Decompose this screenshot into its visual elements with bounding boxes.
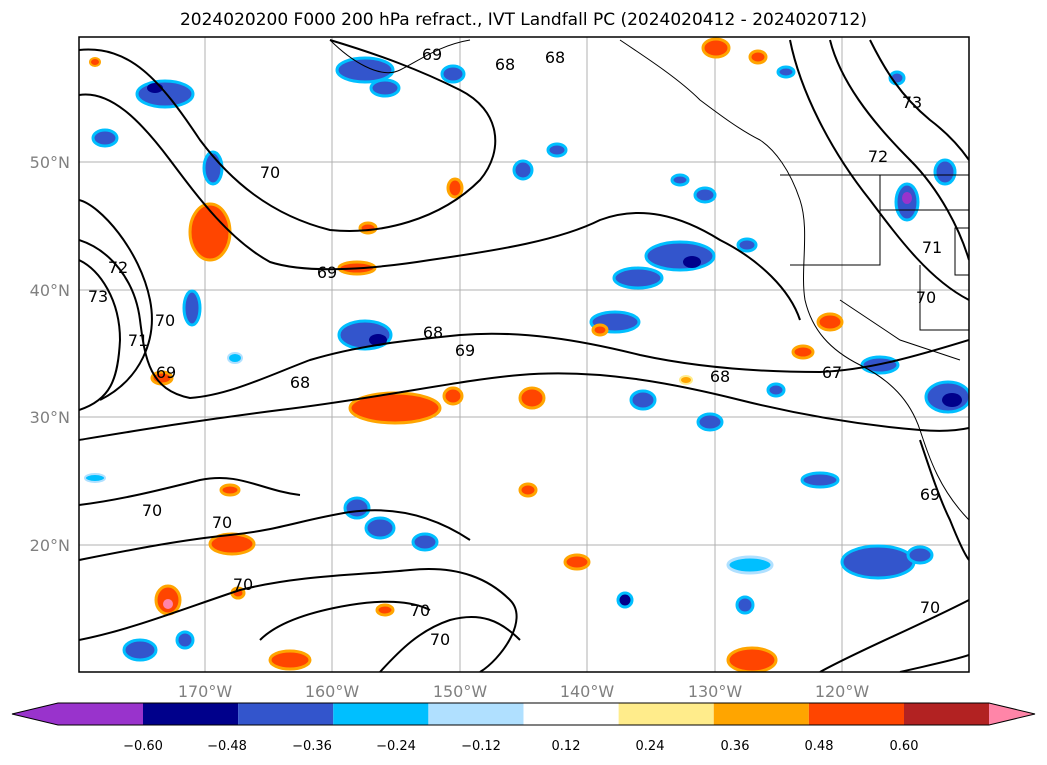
colorbar-tick-label: −0.36 [292,739,332,754]
contour-label: 70 [920,598,940,617]
colorbar-tick-label: −0.24 [376,739,416,754]
lon-tick-label: 150°W [433,682,488,701]
contour-label-group: 69 68 68 70 69 72 73 70 71 69 68 69 68 6… [88,45,942,649]
lon-tick-label: 160°W [305,682,360,701]
lon-tick-label: 140°W [560,682,615,701]
contour-label: 68 [545,48,565,67]
coastline [329,39,969,521]
contour-label: 68 [290,373,310,392]
contour-label: 72 [108,258,128,277]
longitude-axis: 170°W 160°W 150°W 140°W 130°W 120°W [178,682,870,701]
colorbar-segment [808,703,904,725]
lat-tick-label: 40°N [30,281,70,300]
contour-label: 69 [317,263,337,282]
colorbar-extend-high [989,703,1035,725]
contour-label: 68 [710,367,730,386]
colorbar-segment [523,703,619,725]
colorbar-tick-label: 0.48 [805,739,834,754]
colorbar-tick-label: 0.36 [721,739,750,754]
colorbar-segment [428,703,524,725]
colorbar-segment [143,703,239,725]
map-content: 69 68 68 70 69 72 73 70 71 69 68 69 68 6… [79,37,969,672]
colorbar [11,702,1036,726]
colorbar-segment [238,703,334,725]
positive-anomaly-shading [89,37,844,672]
colorbar-tick-label: −0.60 [123,739,163,754]
contour-label: 69 [920,485,940,504]
contour-label: 70 [260,163,280,182]
colorbar-extend-low [12,703,58,725]
contour-label: 68 [495,55,515,74]
contour-label: 70 [212,513,232,532]
contour-label: 69 [455,341,475,360]
lat-tick-label: 50°N [30,153,70,172]
lon-tick-label: 130°W [688,682,743,701]
colorbar-segment [333,703,429,725]
contour-label: 68 [423,323,443,342]
contour-label: 70 [142,501,162,520]
map-panel [79,37,969,672]
colorbar-segment [904,703,989,725]
lat-tick-label: 30°N [30,408,70,427]
colorbar-tick-label: 0.12 [552,739,581,754]
contour-label: 73 [88,287,108,306]
contour-label: 67 [822,363,842,382]
colorbar-segment [58,703,143,725]
contour-label: 69 [422,45,442,64]
colorbar-segment [713,703,809,725]
map-frame [78,36,970,673]
chart-title: 2024020200 F000 200 hPa refract., IVT La… [179,10,867,30]
contour-label: 70 [916,288,936,307]
contour-label: 73 [902,93,922,112]
colorbar-ticks: −0.60 −0.48 −0.36 −0.24 −0.12 0.12 0.24 … [123,739,918,754]
lon-tick-label: 120°W [815,682,870,701]
colorbar-tick-label: 0.60 [890,739,919,754]
lat-tick-label: 20°N [30,536,70,555]
contour-label: 69 [156,363,176,382]
refractivity-contours [79,39,969,672]
lon-tick-label: 170°W [178,682,233,701]
contour-label: 71 [128,331,148,350]
colorbar-segment [618,703,714,725]
contour-label: 72 [868,147,888,166]
contour-label: 70 [410,601,430,620]
negative-anomaly-shading [84,56,969,662]
colorbar-outline [11,702,1036,726]
latitude-axis: 50°N 40°N 30°N 20°N [30,153,70,555]
colorbar-tick-label: −0.48 [207,739,247,754]
colorbar-tick-label: 0.24 [636,739,665,754]
contour-label: 70 [233,575,253,594]
colorbar-tick-label: −0.12 [461,739,501,754]
contour-label: 70 [155,311,175,330]
contour-label: 70 [430,630,450,649]
contour-label: 71 [922,238,942,257]
